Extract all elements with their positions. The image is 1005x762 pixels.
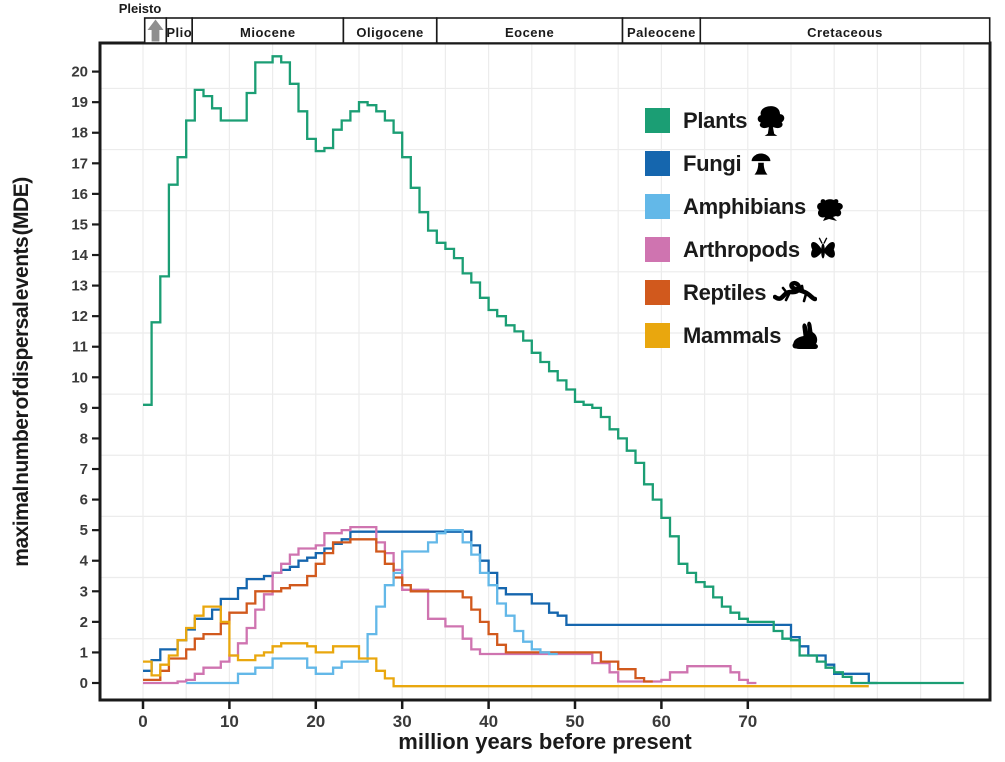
pleisto-label: Pleisto <box>119 1 162 16</box>
x-tick-label: 50 <box>566 712 585 731</box>
y-tick-label: 16 <box>71 186 88 203</box>
period-box-paleocene <box>621 17 702 44</box>
x-axis-title: million years before present <box>398 729 692 754</box>
mushroom-icon <box>748 150 774 178</box>
period-box-oligocene <box>342 17 438 44</box>
y-tick-label: 17 <box>71 155 88 172</box>
legend-item-reptiles: Reptiles <box>645 271 847 314</box>
y-tick-label: 18 <box>71 125 88 142</box>
tree-icon <box>754 104 788 138</box>
y-tick-label: 5 <box>80 522 88 539</box>
period-box-miocene <box>191 17 345 44</box>
legend-swatch-amphibians <box>645 194 670 219</box>
y-tick-label: 8 <box>80 430 88 447</box>
series-line-fungi <box>143 530 878 685</box>
x-tick-label: 40 <box>479 712 498 731</box>
y-tick-label: 20 <box>71 64 88 81</box>
period-label-paleocene: Paleocene <box>627 25 696 40</box>
legend-label: Mammals <box>683 322 782 348</box>
y-tick-label: 1 <box>80 644 88 661</box>
y-tick-label: 3 <box>80 583 88 600</box>
x-tick-label: 70 <box>738 712 757 731</box>
period-label-pliocene: Plio <box>166 25 192 40</box>
plot-frame <box>98 41 992 702</box>
legend-item-plants: Plants <box>645 99 847 142</box>
legend-item-amphibians: Amphibians <box>645 185 847 228</box>
y-tick-label: 12 <box>71 308 88 325</box>
legend-label: Amphibians <box>683 193 806 219</box>
y-tick-label: 9 <box>80 400 88 417</box>
rabbit-icon <box>788 319 820 353</box>
legend-item-fungi: Fungi <box>645 142 847 185</box>
legend-item-arthropods: Arthropods <box>645 228 847 271</box>
x-tick-label: 10 <box>220 712 239 731</box>
x-tick-label: 0 <box>138 712 147 731</box>
up-arrow-icon <box>147 19 164 42</box>
legend-label: Reptiles <box>683 279 767 305</box>
legend: Plants Fungi Amphibians <box>645 99 847 357</box>
period-label-miocene: Miocene <box>240 25 296 40</box>
legend-swatch-mammals <box>645 323 670 348</box>
series-line-mammals <box>143 605 869 688</box>
y-tick-label: 7 <box>80 461 88 478</box>
butterfly-icon <box>807 235 839 265</box>
legend-item-mammals: Mammals <box>645 314 847 357</box>
legend-swatch-fungi <box>645 151 670 176</box>
x-tick-label: 30 <box>393 712 412 731</box>
period-box-cretaceous <box>699 17 991 44</box>
y-tick-label: 13 <box>71 278 88 295</box>
series-line-amphibians <box>186 528 558 685</box>
y-axis-title: maximal number of dispersal events (MDE) <box>10 177 33 566</box>
legend-label: Arthropods <box>683 236 800 262</box>
legend-label: Plants <box>683 107 748 133</box>
legend-swatch-reptiles <box>645 280 670 305</box>
y-tick-label: 6 <box>80 492 88 509</box>
lizard-icon <box>773 277 818 309</box>
series-line-plants <box>143 55 964 685</box>
y-tick-label: 14 <box>71 247 88 264</box>
y-tick-label: 10 <box>71 369 88 386</box>
period-label-eocene: Eocene <box>505 25 554 40</box>
period-box-eocene <box>435 17 624 44</box>
y-tick-label: 2 <box>80 614 88 631</box>
x-tick-label: 60 <box>652 712 671 731</box>
series-line-reptiles <box>143 538 653 683</box>
legend-swatch-arthropods <box>645 237 670 262</box>
legend-swatch-plants <box>645 108 670 133</box>
period-label-cretaceous: Cretaceous <box>807 25 883 40</box>
legend-label: Fungi <box>683 150 742 176</box>
x-tick-label: 20 <box>306 712 325 731</box>
period-label-oligocene: Oligocene <box>356 25 423 40</box>
y-tick-label: 11 <box>72 339 88 356</box>
y-tick-label: 0 <box>80 675 88 692</box>
y-tick-label: 4 <box>80 553 89 570</box>
y-tick-label: 19 <box>71 94 88 111</box>
y-tick-label: 15 <box>71 216 88 233</box>
frog-icon <box>813 192 847 222</box>
series-line-arthropods <box>143 525 757 685</box>
